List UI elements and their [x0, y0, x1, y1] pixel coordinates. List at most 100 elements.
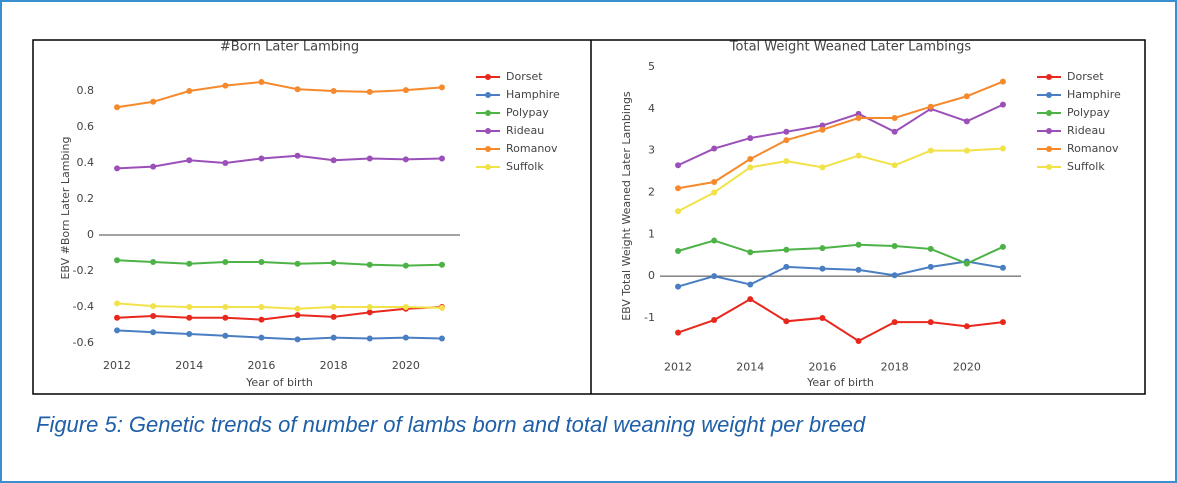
- data-point: [150, 98, 157, 105]
- data-point: [747, 296, 754, 303]
- data-point: [330, 88, 337, 94]
- y-tick-label: 0.2: [77, 192, 95, 205]
- data-point: [114, 314, 121, 321]
- data-point: [294, 336, 301, 343]
- x-tick-label: 2014: [175, 359, 203, 372]
- x-tick-label: 2016: [808, 361, 836, 374]
- legend-label: Romanov: [1067, 142, 1119, 155]
- data-point: [999, 78, 1006, 85]
- legend-marker: [485, 92, 491, 98]
- data-point: [783, 137, 790, 144]
- data-point: [747, 281, 754, 288]
- data-point: [186, 88, 193, 94]
- data-point: [819, 245, 826, 252]
- x-tick-label: 2018: [320, 359, 348, 372]
- data-point: [999, 145, 1006, 152]
- data-point: [711, 273, 718, 280]
- data-point: [114, 165, 121, 172]
- data-point: [114, 327, 121, 334]
- y-tick-label: 0.6: [77, 120, 95, 133]
- data-point: [783, 158, 790, 165]
- data-point: [747, 249, 754, 256]
- data-point: [150, 329, 157, 336]
- data-point: [294, 260, 301, 267]
- y-tick-label: -0.4: [73, 300, 94, 313]
- data-point: [891, 162, 898, 169]
- data-point: [438, 155, 445, 162]
- data-point: [438, 84, 445, 91]
- data-point: [963, 323, 970, 330]
- data-point: [186, 304, 193, 310]
- y-tick-label: 0: [648, 269, 655, 282]
- data-point: [675, 329, 682, 336]
- y-tick-label: 0: [87, 228, 94, 241]
- data-point: [999, 319, 1006, 326]
- data-point: [675, 248, 682, 255]
- y-tick-label: 1: [648, 227, 655, 240]
- data-point: [819, 126, 826, 133]
- data-point: [258, 155, 265, 162]
- x-axis-label: Year of birth: [806, 376, 874, 389]
- data-point: [747, 155, 754, 162]
- x-tick-label: 2016: [247, 359, 275, 372]
- data-point: [366, 155, 373, 162]
- data-point: [711, 189, 718, 196]
- series-line: [117, 154, 442, 170]
- chart-frame: [32, 39, 1146, 395]
- data-point: [294, 312, 301, 319]
- x-tick-label: 2020: [953, 361, 981, 374]
- data-point: [819, 314, 826, 321]
- data-point: [150, 259, 157, 265]
- legend-label: Polypay: [1067, 106, 1110, 119]
- data-point: [402, 262, 409, 269]
- legend-marker: [485, 110, 491, 116]
- data-point: [675, 185, 682, 192]
- data-point: [330, 259, 337, 266]
- data-point: [927, 319, 934, 326]
- x-tick-label: 2014: [736, 361, 764, 374]
- data-point: [366, 309, 373, 316]
- legend-label: Rideau: [506, 124, 544, 137]
- data-point: [927, 245, 934, 252]
- series-line: [677, 260, 1004, 288]
- data-point: [366, 335, 373, 342]
- data-point: [402, 334, 409, 341]
- y-tick-label: 3: [648, 144, 655, 157]
- data-point: [294, 305, 301, 312]
- data-point: [114, 300, 121, 307]
- legend-label: Dorset: [506, 70, 543, 83]
- data-point: [150, 163, 157, 170]
- series-line: [677, 297, 1004, 343]
- y-tick-label: -0.6: [73, 336, 94, 349]
- data-point: [855, 110, 862, 117]
- series-line: [117, 259, 442, 267]
- data-point: [114, 257, 121, 264]
- data-point: [891, 114, 898, 121]
- data-point: [963, 93, 970, 100]
- data-point: [330, 157, 337, 164]
- y-tick-label: -0.2: [73, 264, 94, 277]
- legend-marker: [1046, 110, 1052, 116]
- data-point: [675, 162, 682, 169]
- legend-marker: [1046, 74, 1052, 80]
- chart-title: #Born Later Lambing: [220, 40, 359, 55]
- legend-label: Dorset: [1067, 70, 1104, 83]
- series-line: [677, 103, 1004, 167]
- data-point: [675, 283, 682, 290]
- data-point: [963, 260, 970, 267]
- data-point: [819, 265, 826, 272]
- series-line: [677, 147, 1004, 213]
- data-point: [927, 263, 934, 270]
- y-tick-label: -1: [644, 311, 655, 324]
- data-point: [186, 260, 193, 267]
- data-point: [927, 103, 934, 110]
- data-point: [330, 304, 337, 310]
- legend-marker: [485, 128, 491, 134]
- legend-marker: [1046, 128, 1052, 134]
- data-point: [258, 316, 265, 323]
- data-point: [330, 334, 337, 341]
- legend-marker: [1046, 92, 1052, 98]
- data-point: [366, 261, 373, 268]
- series-line: [117, 306, 442, 321]
